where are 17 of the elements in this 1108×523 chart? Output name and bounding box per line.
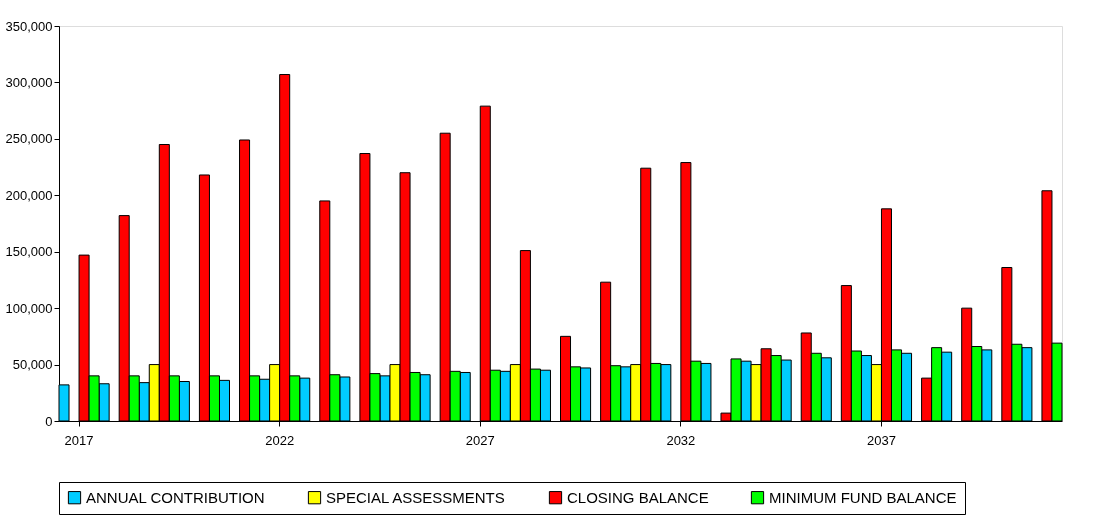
legend-label: CLOSING BALANCE xyxy=(567,488,709,506)
legend-label: SPECIAL ASSESSMENTS xyxy=(326,488,505,506)
y-tick-label: 300,000 xyxy=(5,74,53,90)
y-tick-label: 200,000 xyxy=(5,187,53,203)
y-tick-label: 250,000 xyxy=(5,131,53,147)
y-tick-label: 0 xyxy=(45,413,53,429)
y-tick-label: 150,000 xyxy=(5,244,53,260)
legend-label: ANNUAL CONTRIBUTION xyxy=(86,488,265,506)
y-tick-label: 350,000 xyxy=(5,18,53,34)
legend-label: MINIMUM FUND BALANCE xyxy=(769,488,957,506)
x-tick-label: 2037 xyxy=(867,432,896,448)
x-tick-label: 2022 xyxy=(265,432,295,448)
x-tick-label: 2027 xyxy=(465,432,495,448)
x-tick-label: 2032 xyxy=(666,432,696,448)
x-tick-label: 2017 xyxy=(64,432,94,448)
y-tick-label: 50,000 xyxy=(12,357,53,373)
y-tick-label: 100,000 xyxy=(5,300,53,316)
